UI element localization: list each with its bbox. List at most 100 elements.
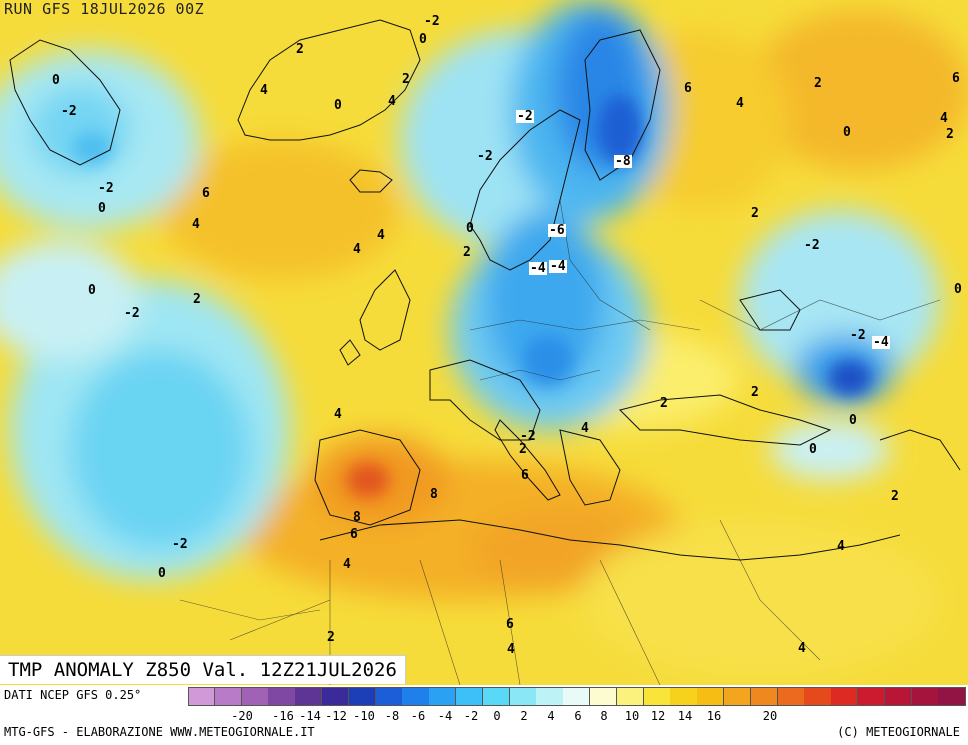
contour-label: 4 [581, 421, 589, 436]
contour-label: 2 [751, 206, 759, 221]
contour-label: 4 [388, 94, 396, 109]
colorbar-swatch [402, 687, 430, 706]
contour-label: 6 [684, 81, 692, 96]
contour-label: 2 [327, 630, 335, 645]
contour-label: 2 [946, 127, 954, 142]
contour-label: 4 [377, 228, 385, 243]
colorbar-swatch [724, 687, 752, 706]
contour-label: 4 [507, 642, 515, 657]
colorbar-swatch [295, 687, 323, 706]
contour-label: 0 [88, 283, 96, 298]
colorbar-swatch [322, 687, 350, 706]
colorbar-swatch [831, 687, 859, 706]
contour-label: 0 [954, 282, 962, 297]
colorbar-tick-label: -8 [384, 709, 400, 723]
contour-label: 6 [521, 468, 529, 483]
contour-label: -2 [850, 328, 866, 343]
colorbar-tick-label: -4 [437, 709, 453, 723]
coastlines [9, 19, 961, 561]
contour-label: 0 [809, 442, 817, 457]
contour-label: 4 [334, 407, 342, 422]
borders [179, 199, 941, 685]
colorbar-tick-label: 14 [677, 709, 693, 723]
colorbar-swatch [509, 687, 537, 706]
colorbar-swatch [804, 687, 832, 706]
colorbar-tick-label: -14 [299, 709, 321, 723]
contour-label: -2 [124, 306, 140, 321]
colorbar-swatch [482, 687, 511, 706]
contour-label: -2 [98, 181, 114, 196]
colorbar-tick-label: 2 [520, 709, 528, 723]
colorbar-swatch [670, 687, 698, 706]
contour-label: -2 [804, 238, 820, 253]
contour-label: 2 [751, 385, 759, 400]
colorbar-tick-label: -12 [325, 709, 347, 723]
contour-label: 2 [193, 292, 201, 307]
colorbar-swatch [858, 687, 886, 706]
colorbar-swatch [563, 687, 591, 706]
contour-label: 2 [814, 76, 822, 91]
copyright: (C) METEOGIORNALE [837, 725, 960, 739]
contour-label: 4 [343, 557, 351, 572]
contour-label: 4 [736, 96, 744, 111]
colorbar-tick-label: -16 [272, 709, 294, 723]
contour-label: 6 [350, 527, 358, 542]
contour-label: -6 [548, 223, 566, 238]
contour-label: -2 [61, 104, 77, 119]
contour-label: 4 [837, 539, 845, 554]
contour-label: 2 [519, 442, 527, 457]
contour-label: -2 [516, 109, 534, 124]
colorbar-swatch [750, 687, 779, 706]
contour-label: 4 [192, 217, 200, 232]
colorbar-swatch [348, 687, 377, 706]
contour-label: 8 [430, 487, 438, 502]
contour-label: 6 [506, 617, 514, 632]
colorbar-swatch [616, 687, 645, 706]
contour-label: 2 [402, 72, 410, 87]
anomaly-field [0, 0, 968, 685]
contour-label: -2 [477, 149, 493, 164]
colorbar-swatch [777, 687, 805, 706]
colorbar-swatch [643, 687, 671, 706]
run-title: RUN GFS 18JUL2026 00Z [4, 0, 205, 18]
colorbar-swatch [188, 687, 216, 706]
colorbar-swatch [214, 687, 243, 706]
contour-label: 8 [353, 510, 361, 525]
contour-label: 2 [891, 489, 899, 504]
contour-label: 0 [158, 566, 166, 581]
colorbar-tick-label: -6 [410, 709, 426, 723]
contour-label: 4 [798, 641, 806, 656]
contour-label: 0 [843, 125, 851, 140]
contour-label: 0 [98, 201, 106, 216]
colorbar-swatch [429, 687, 457, 706]
colorbar-swatch [456, 687, 484, 706]
colorbar-tick-label: 20 [762, 709, 778, 723]
contour-label: -4 [529, 261, 547, 276]
colorbar-swatch [241, 687, 269, 706]
colorbar-swatch [268, 687, 296, 706]
contour-label: 6 [952, 71, 960, 86]
colorbar-tick-label: 0 [493, 709, 501, 723]
colorbar-tick-label: 8 [600, 709, 608, 723]
colorbar-tick-label: -2 [463, 709, 479, 723]
colorbar-tick-label: 12 [650, 709, 666, 723]
colorbar-swatch [590, 687, 618, 706]
anomaly-map: -2 0 2 0 4 2 4 0 -2 -2 6 4 2 6 4 0 2 -2 -8 -2 6 0 4 2 0 -6 4 4 2 -2 -4… [0, 0, 968, 685]
colorbar-tick-label: 4 [547, 709, 555, 723]
colorbar-tick-label: 10 [624, 709, 640, 723]
colorbar-swatch [375, 687, 403, 706]
colorbar-tick-label: 6 [574, 709, 582, 723]
colorbar-tick-label: -20 [231, 709, 253, 723]
colorbar-swatch [911, 687, 939, 706]
colorbar-tick-label: -10 [353, 709, 375, 723]
contour-label: 6 [202, 186, 210, 201]
contour-label: -4 [549, 259, 567, 274]
contour-label: -2 [520, 429, 536, 444]
contour-label: -2 [172, 537, 188, 552]
contour-label: 2 [660, 396, 668, 411]
anomaly-title: TMP ANOMALY Z850 Val. 12Z21JUL2026 [0, 655, 406, 684]
contour-label: 4 [260, 83, 268, 98]
colorbar-swatch [938, 687, 966, 706]
data-source: DATI NCEP GFS 0.25° [4, 688, 142, 702]
